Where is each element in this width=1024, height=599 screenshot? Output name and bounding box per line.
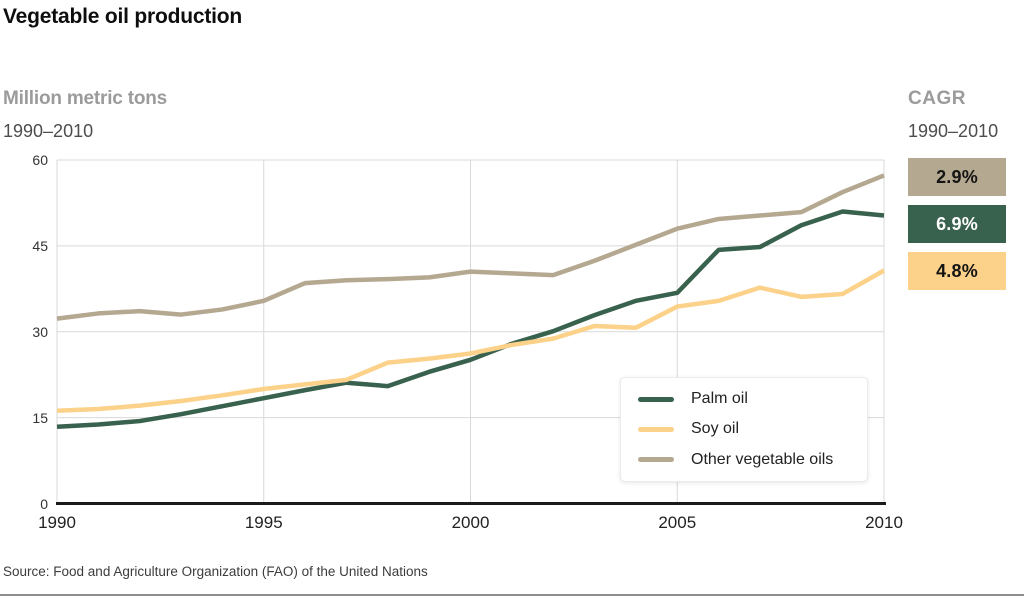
cagr-badge-soy-oil: 4.8%	[908, 252, 1006, 290]
legend-label: Palm oil	[691, 390, 748, 408]
series-line-other-vegetable-oils	[56, 173, 885, 321]
legend-item-other-vegetable-oils: Other vegetable oils	[638, 445, 867, 475]
legend-label: Soy oil	[691, 420, 740, 438]
legend-swatch-soy-oil	[638, 426, 674, 432]
y-tick-label-45: 45	[32, 237, 48, 254]
source-note: Source: Food and Agriculture Organizatio…	[3, 564, 428, 579]
series-line-palm-oil	[56, 209, 885, 430]
legend-item-soy-oil: Soy oil	[638, 414, 867, 444]
legend-swatch-other-vegetable-oils	[638, 457, 674, 463]
cagr-badge-palm-oil: 6.9%	[908, 205, 1006, 243]
period-label: 1990–2010	[3, 121, 94, 141]
x-tick-label-2000: 2000	[451, 512, 490, 532]
chart-legend: Palm oil Soy oil Other vegetable oils	[620, 377, 868, 482]
cagr-badge-panel: 2.9% 6.9% 4.8%	[908, 158, 1006, 299]
cagr-heading: CAGR	[908, 88, 966, 109]
legend-item-palm-oil: Palm oil	[638, 384, 867, 414]
cagr-badge-other-vegetable-oils: 2.9%	[908, 158, 1006, 196]
y-tick-label-30: 30	[32, 323, 48, 340]
x-tick-label-1995: 1995	[244, 512, 283, 532]
y-tick-label-15: 15	[32, 409, 48, 426]
legend-label: Other vegetable oils	[691, 450, 834, 468]
series-line-soy-oil	[56, 268, 886, 414]
cagr-period-label: 1990–2010	[908, 121, 999, 141]
y-tick-label-60: 60	[32, 152, 48, 168]
y-axis-unit-label: Million metric tons	[3, 88, 168, 109]
y-tick-label-0: 0	[40, 495, 48, 512]
footer-divider	[0, 594, 1024, 596]
x-tick-label-2010: 2010	[865, 512, 903, 532]
x-tick-label-2005: 2005	[658, 512, 697, 532]
page-title: Vegetable oil production	[3, 5, 243, 28]
series-lines	[56, 173, 886, 430]
legend-swatch-palm-oil	[638, 396, 674, 402]
x-tick-label-1990: 1990	[38, 512, 76, 532]
